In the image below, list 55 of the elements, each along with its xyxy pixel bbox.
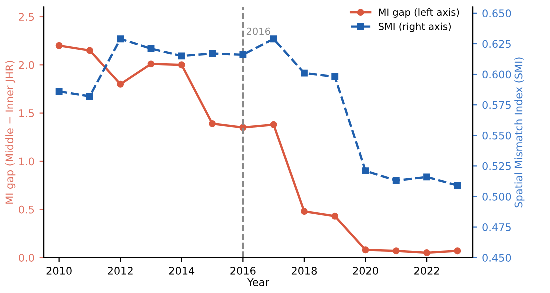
x-tick-label: 2020 xyxy=(353,267,378,275)
point xyxy=(332,212,339,220)
y2-tick-label: 0.500 xyxy=(482,192,512,201)
point xyxy=(209,120,216,128)
y2-axis-title: Spatial Mismatch Index (SMI) xyxy=(514,58,525,208)
point xyxy=(56,88,63,96)
y2-tick-label: 0.450 xyxy=(482,254,512,262)
y2-tick-label: 0.525 xyxy=(482,162,511,170)
point xyxy=(86,47,94,54)
ref-line-label: 2016 xyxy=(246,28,270,36)
point xyxy=(362,168,370,175)
y-tick-label: 0.5 xyxy=(19,206,34,214)
point xyxy=(424,174,431,181)
y2-tick-label: 0.650 xyxy=(482,10,512,18)
point xyxy=(270,121,278,128)
y-tick-label: 2.0 xyxy=(19,61,34,70)
y2-tick-label: 0.600 xyxy=(482,70,512,79)
x-tick-label: 2010 xyxy=(46,267,72,275)
point xyxy=(332,74,339,80)
point xyxy=(240,52,247,58)
point xyxy=(392,248,400,255)
point xyxy=(454,182,462,190)
y-tick-label: 1.5 xyxy=(20,110,34,118)
point xyxy=(148,60,155,68)
y-tick-label: 2.5 xyxy=(19,13,34,22)
x-tick-label: 2014 xyxy=(169,267,195,275)
point xyxy=(178,62,186,69)
point xyxy=(148,45,155,52)
point xyxy=(424,250,431,256)
x-tick-label: 2022 xyxy=(414,267,440,275)
x-tick-label: 2012 xyxy=(108,267,133,275)
point xyxy=(300,70,308,77)
x-tick-label: 2018 xyxy=(292,267,318,275)
point xyxy=(454,248,462,255)
point xyxy=(270,36,278,43)
point xyxy=(178,52,186,60)
y-tick-label: 1.0 xyxy=(20,158,34,166)
point xyxy=(86,93,94,100)
point xyxy=(117,36,124,43)
y2-tick-label: 0.550 xyxy=(482,132,512,140)
point xyxy=(362,246,370,254)
point xyxy=(209,50,216,58)
legend-label: SMI (right axis) xyxy=(378,22,451,32)
x-axis-title: Year xyxy=(247,278,270,286)
y-axis-title: MI gap (Middle − Inner JHR) xyxy=(6,61,16,204)
y-tick-label: 0.0 xyxy=(19,254,34,262)
x-tick-label: 2016 xyxy=(230,267,256,275)
y2-tick-label: 0.575 xyxy=(482,101,511,110)
legend-label: MI gap (left axis) xyxy=(379,8,460,18)
y2-tick-label: 0.625 xyxy=(482,40,511,48)
y2-tick-label: 0.475 xyxy=(482,224,511,232)
point xyxy=(300,208,308,216)
point xyxy=(392,177,400,184)
point xyxy=(117,80,124,88)
point xyxy=(56,42,63,50)
